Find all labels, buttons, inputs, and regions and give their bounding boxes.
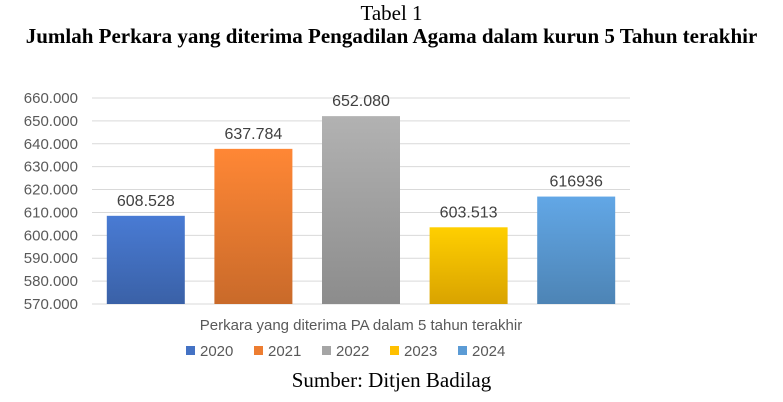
legend-label-2021: 2021 xyxy=(268,343,301,360)
x-axis-title: Perkara yang diterima PA dalam 5 tahun t… xyxy=(200,317,522,334)
bar-2020 xyxy=(106,215,185,304)
y-tick-label: 640.000 xyxy=(24,136,78,153)
data-labels: 608.528 637.784 652.080 603.513 616936 xyxy=(117,93,603,221)
y-tick-label: 620.000 xyxy=(24,182,78,199)
chart-title: Jumlah Perkara yang diterima Pengadilan … xyxy=(25,24,758,48)
y-tick-label: 650.000 xyxy=(24,113,78,130)
table-caption-label: Tabel 1 xyxy=(360,1,423,25)
data-label-2020: 608.528 xyxy=(117,193,175,210)
y-tick-label: 630.000 xyxy=(24,159,78,176)
y-tick-label: 660.000 xyxy=(24,90,78,107)
y-tick-label: 570.000 xyxy=(24,296,78,313)
source-note: Sumber: Ditjen Badilag xyxy=(291,368,492,392)
legend-label-2020: 2020 xyxy=(200,343,233,360)
bar-2023 xyxy=(429,227,508,304)
data-label-2021: 637.784 xyxy=(224,126,282,143)
legend-swatch-2022 xyxy=(322,346,331,355)
bars xyxy=(106,116,616,305)
legend-swatch-2021 xyxy=(254,346,263,355)
bar-2021 xyxy=(214,148,293,304)
y-axis-ticks: 570.000 580.000 590.000 600.000 610.000 620.0… xyxy=(24,90,78,313)
data-label-2023: 603.513 xyxy=(440,204,498,221)
data-label-2024: 616936 xyxy=(550,174,603,191)
legend-swatch-2020 xyxy=(186,346,195,355)
legend-label-2024: 2024 xyxy=(472,343,505,360)
data-label-2022: 652.080 xyxy=(332,93,390,110)
y-tick-label: 600.000 xyxy=(24,227,78,244)
legend-label-2022: 2022 xyxy=(336,343,369,360)
legend-swatch-2024 xyxy=(458,346,467,355)
y-tick-label: 590.000 xyxy=(24,250,78,267)
legend-swatch-2023 xyxy=(390,346,399,355)
legend: 2020 2021 2022 2023 2024 xyxy=(186,343,505,360)
bar-2022 xyxy=(322,116,400,305)
y-tick-label: 610.000 xyxy=(24,204,78,221)
legend-label-2023: 2023 xyxy=(404,343,437,360)
y-tick-label: 580.000 xyxy=(24,273,78,290)
bar-2024 xyxy=(537,196,616,304)
